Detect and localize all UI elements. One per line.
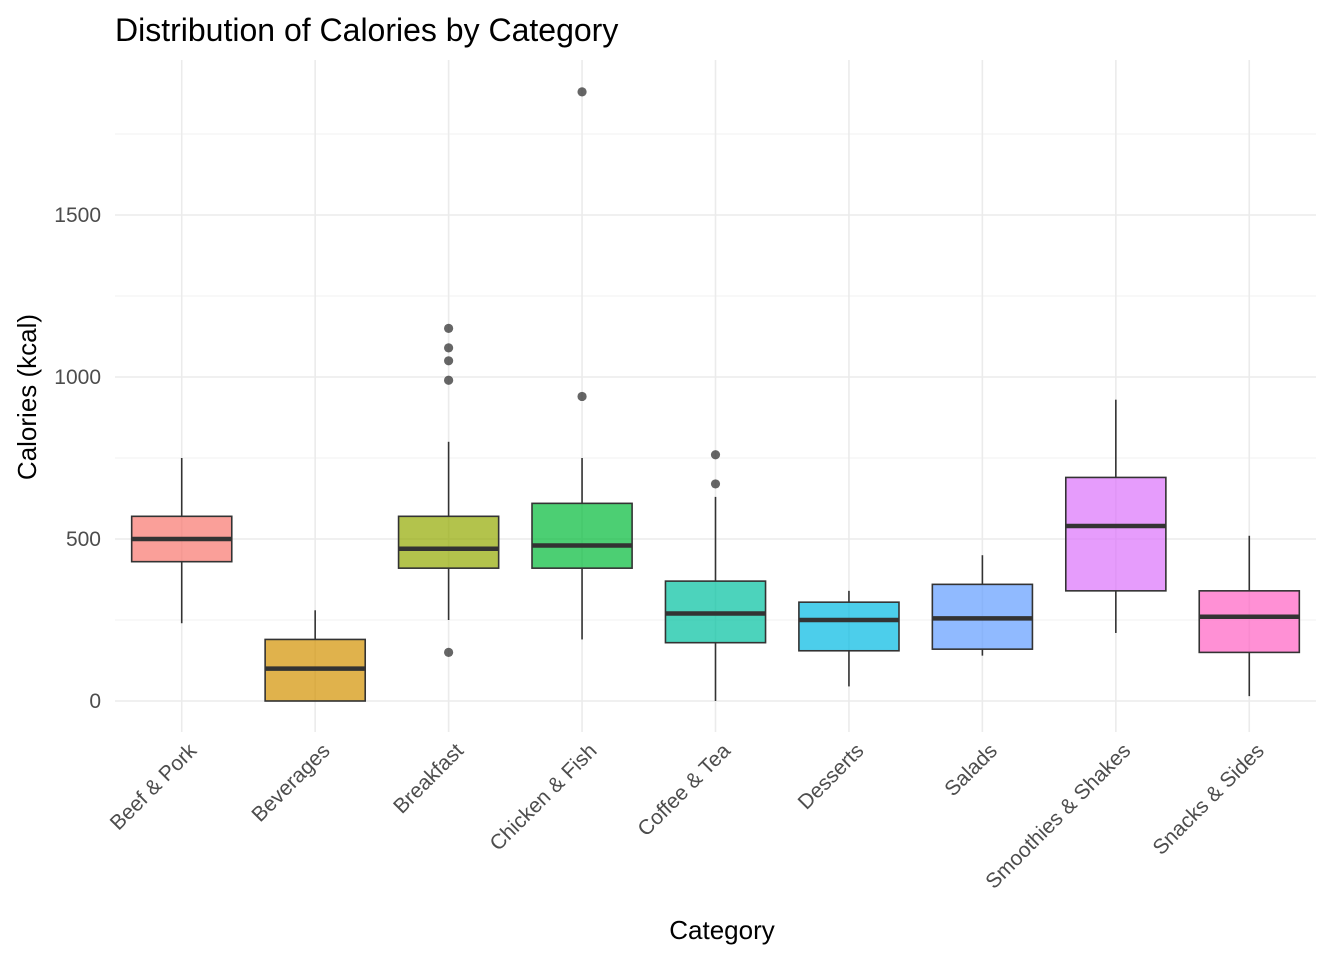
y-tick-label: 500 — [66, 528, 101, 551]
chart-title: Distribution of Calories by Category — [115, 12, 618, 48]
outlier-point — [577, 87, 587, 97]
y-tick-label: 1000 — [54, 366, 101, 389]
outlier-point — [444, 356, 454, 366]
box-body — [1198, 590, 1301, 654]
y-axis-ticks: 0 500 1000 1500 — [54, 204, 101, 713]
boxes — [130, 87, 1301, 702]
box-body — [397, 515, 500, 569]
box-body — [798, 601, 900, 652]
x-tick-label: Beef & Pork — [106, 739, 202, 835]
box-body — [1064, 476, 1167, 592]
box-breakfast — [397, 323, 500, 658]
x-axis-ticks: Beef & Pork Beverages Breakfast Chicken & F… — [106, 739, 1269, 893]
outlier-point — [710, 479, 721, 489]
box-beverages — [264, 610, 367, 702]
x-tick-label: Breakfast — [389, 739, 468, 818]
outlier-point — [444, 323, 454, 333]
x-tick-label: Snacks & Sides — [1149, 739, 1269, 859]
box-beef-pork — [130, 458, 233, 624]
box-snacks-sides — [1198, 535, 1301, 697]
box-smoothies-shakes — [1064, 399, 1167, 633]
x-tick-label: Desserts — [794, 739, 869, 814]
outlier-point — [444, 343, 454, 353]
box-desserts — [798, 590, 900, 687]
y-tick-label: 1500 — [54, 204, 101, 227]
box-salads — [931, 555, 1034, 656]
outlier-point — [444, 375, 454, 385]
x-tick-label: Smoothies & Shakes — [981, 739, 1135, 893]
box-body — [531, 502, 633, 569]
x-tick-label: Chicken & Fish — [485, 739, 601, 855]
y-tick-label: 0 — [89, 690, 101, 713]
outlier-point — [444, 647, 454, 658]
x-axis-title: Category — [669, 915, 775, 945]
x-tick-label: Coffee & Tea — [633, 739, 735, 841]
outlier-point — [710, 450, 721, 460]
box-coffee-tea — [664, 450, 767, 701]
box-chicken-fish — [531, 87, 633, 640]
x-tick-label: Beverages — [247, 739, 334, 826]
outlier-point — [577, 391, 587, 402]
y-axis-title: Calories (kcal) — [12, 314, 42, 480]
x-tick-label: Salads — [940, 739, 1002, 801]
